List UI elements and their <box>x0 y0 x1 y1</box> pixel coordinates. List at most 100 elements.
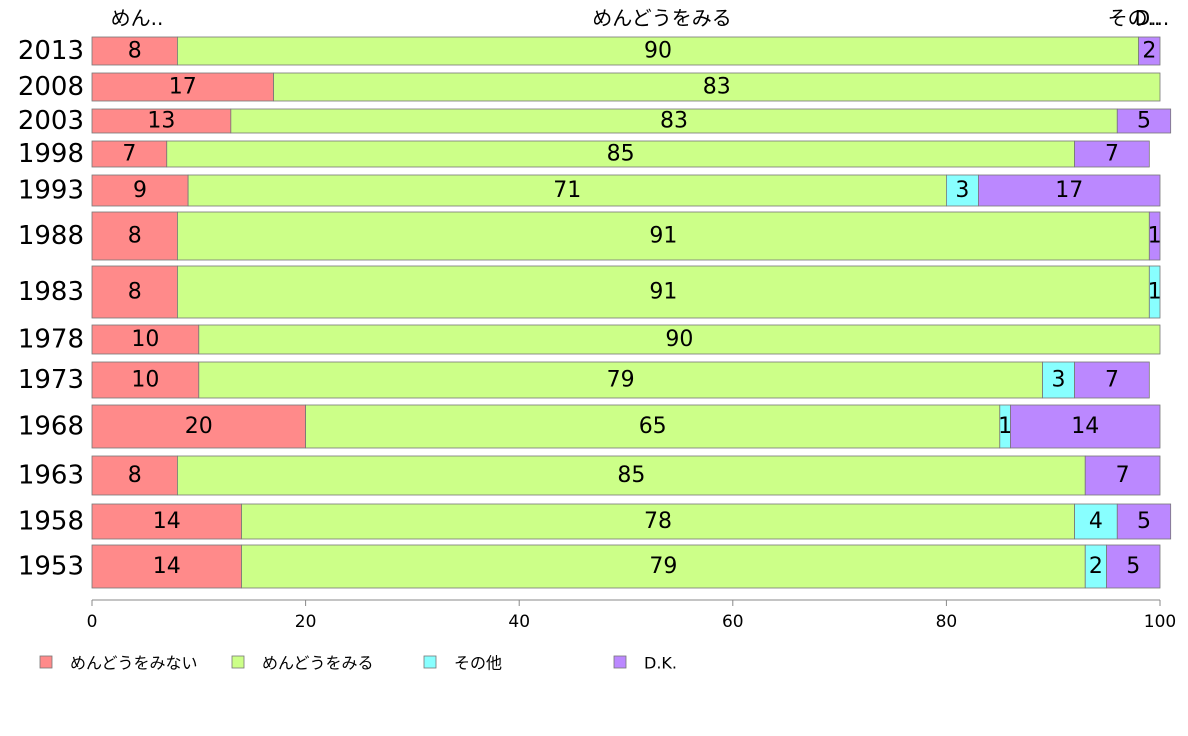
top-series-label: その.. <box>1108 6 1161 30</box>
data-label: 14 <box>153 509 181 534</box>
x-axis: 0 20 40 60 80 100 <box>87 599 1176 632</box>
data-label: 8 <box>128 463 142 488</box>
data-label: 3 <box>1052 368 1066 393</box>
y-tick-label: 1968 <box>18 412 84 442</box>
data-label: 2 <box>1142 39 1156 64</box>
data-label: 90 <box>665 327 693 352</box>
bar-segment <box>198 324 1161 355</box>
data-label: 9 <box>133 178 147 203</box>
y-tick-label: 1963 <box>18 461 84 491</box>
bar-segment <box>198 361 1043 399</box>
bar-segment <box>1042 361 1075 399</box>
data-label: 7 <box>1105 142 1119 167</box>
y-tick-label: 1988 <box>18 221 84 251</box>
legend-label: めんどうをみる <box>262 654 374 673</box>
bar-segment <box>91 174 189 207</box>
bar-segment <box>241 544 1086 589</box>
data-label: 79 <box>649 554 677 579</box>
bar-segment <box>177 265 1150 319</box>
y-tick-label: 1993 <box>18 176 84 206</box>
legend-swatch <box>613 655 627 669</box>
data-label: 91 <box>649 224 677 249</box>
y-tick-label: 1978 <box>18 325 84 355</box>
x-tick-label: 40 <box>508 612 530 632</box>
data-label: 79 <box>607 368 635 393</box>
top-series-label: D... <box>1135 6 1169 30</box>
bar-segment <box>91 503 242 540</box>
bar-segment <box>1116 108 1172 134</box>
top-labels: めん.. めんどうをみる その..D... <box>111 6 1170 30</box>
y-tick-label: 1958 <box>18 507 84 537</box>
y-tick-label: 1983 <box>18 277 84 307</box>
bar-segment <box>91 404 307 449</box>
legend: めんどうをみない めんどうをみる その他 D.K. <box>39 654 677 673</box>
data-label: 85 <box>607 142 635 167</box>
data-label: 7 <box>122 142 136 167</box>
bar-segment <box>187 174 947 207</box>
data-label: 65 <box>639 414 667 439</box>
data-label: 5 <box>1137 509 1151 534</box>
bar-segment <box>177 455 1086 496</box>
bar-segment <box>305 404 1001 449</box>
data-label: 78 <box>644 509 672 534</box>
bar-segment <box>91 324 200 355</box>
y-tick-label: 2013 <box>18 36 84 66</box>
data-label: 20 <box>185 414 213 439</box>
bar-segment <box>91 108 232 134</box>
legend-label: その他 <box>454 654 502 673</box>
data-label: 71 <box>553 178 581 203</box>
y-tick-label: 1998 <box>18 139 84 169</box>
data-label: 85 <box>617 463 645 488</box>
bar-segment <box>1148 211 1161 261</box>
bar-segment <box>91 361 200 399</box>
data-label: 5 <box>1126 554 1140 579</box>
legend-label: めんどうをみない <box>70 654 198 673</box>
top-series-label: めんどうをみる <box>592 6 731 30</box>
data-label: 8 <box>128 224 142 249</box>
legend-swatch <box>231 655 245 669</box>
data-label: 91 <box>649 280 677 305</box>
data-label: 7 <box>1105 368 1119 393</box>
bar-segment <box>1148 265 1161 319</box>
x-tick-label: 100 <box>1144 612 1176 632</box>
x-tick-label: 60 <box>722 612 744 632</box>
bar-segment <box>1074 503 1118 540</box>
data-label: 13 <box>147 109 175 134</box>
bar-segment <box>1074 361 1150 399</box>
data-label: 14 <box>153 554 181 579</box>
bar-segment <box>91 140 168 168</box>
bar-segment <box>91 544 242 589</box>
legend-swatch <box>39 655 53 669</box>
data-label: 7 <box>1116 463 1130 488</box>
bar-segment <box>946 174 979 207</box>
data-label: 8 <box>128 280 142 305</box>
bar-segment <box>91 36 178 66</box>
bar-segment <box>1138 36 1161 66</box>
bar-segment <box>1106 544 1161 589</box>
bar-segment <box>230 108 1118 134</box>
bar-segment <box>1010 404 1161 449</box>
bar-segment <box>978 174 1161 207</box>
y-tick-label: 1953 <box>18 552 84 582</box>
data-label: 10 <box>131 327 159 352</box>
data-label: 83 <box>660 109 688 134</box>
top-series-label: めん.. <box>111 6 164 30</box>
data-label: 5 <box>1137 109 1151 134</box>
bar-segment <box>91 265 178 319</box>
y-tick-label: 1973 <box>18 365 84 395</box>
x-tick-label: 80 <box>936 612 958 632</box>
data-label: 17 <box>169 75 197 100</box>
bar-segment <box>1116 503 1172 540</box>
data-label: 1 <box>1148 224 1162 249</box>
bar-segment <box>241 503 1075 540</box>
data-label: 4 <box>1089 509 1103 534</box>
bar-segment <box>1074 140 1150 168</box>
legend-swatch <box>423 655 437 669</box>
bar-segment <box>273 72 1161 102</box>
y-tick-label: 2008 <box>18 72 84 102</box>
data-label: 14 <box>1071 414 1099 439</box>
bar-segment <box>166 140 1075 168</box>
data-label: 3 <box>955 178 969 203</box>
